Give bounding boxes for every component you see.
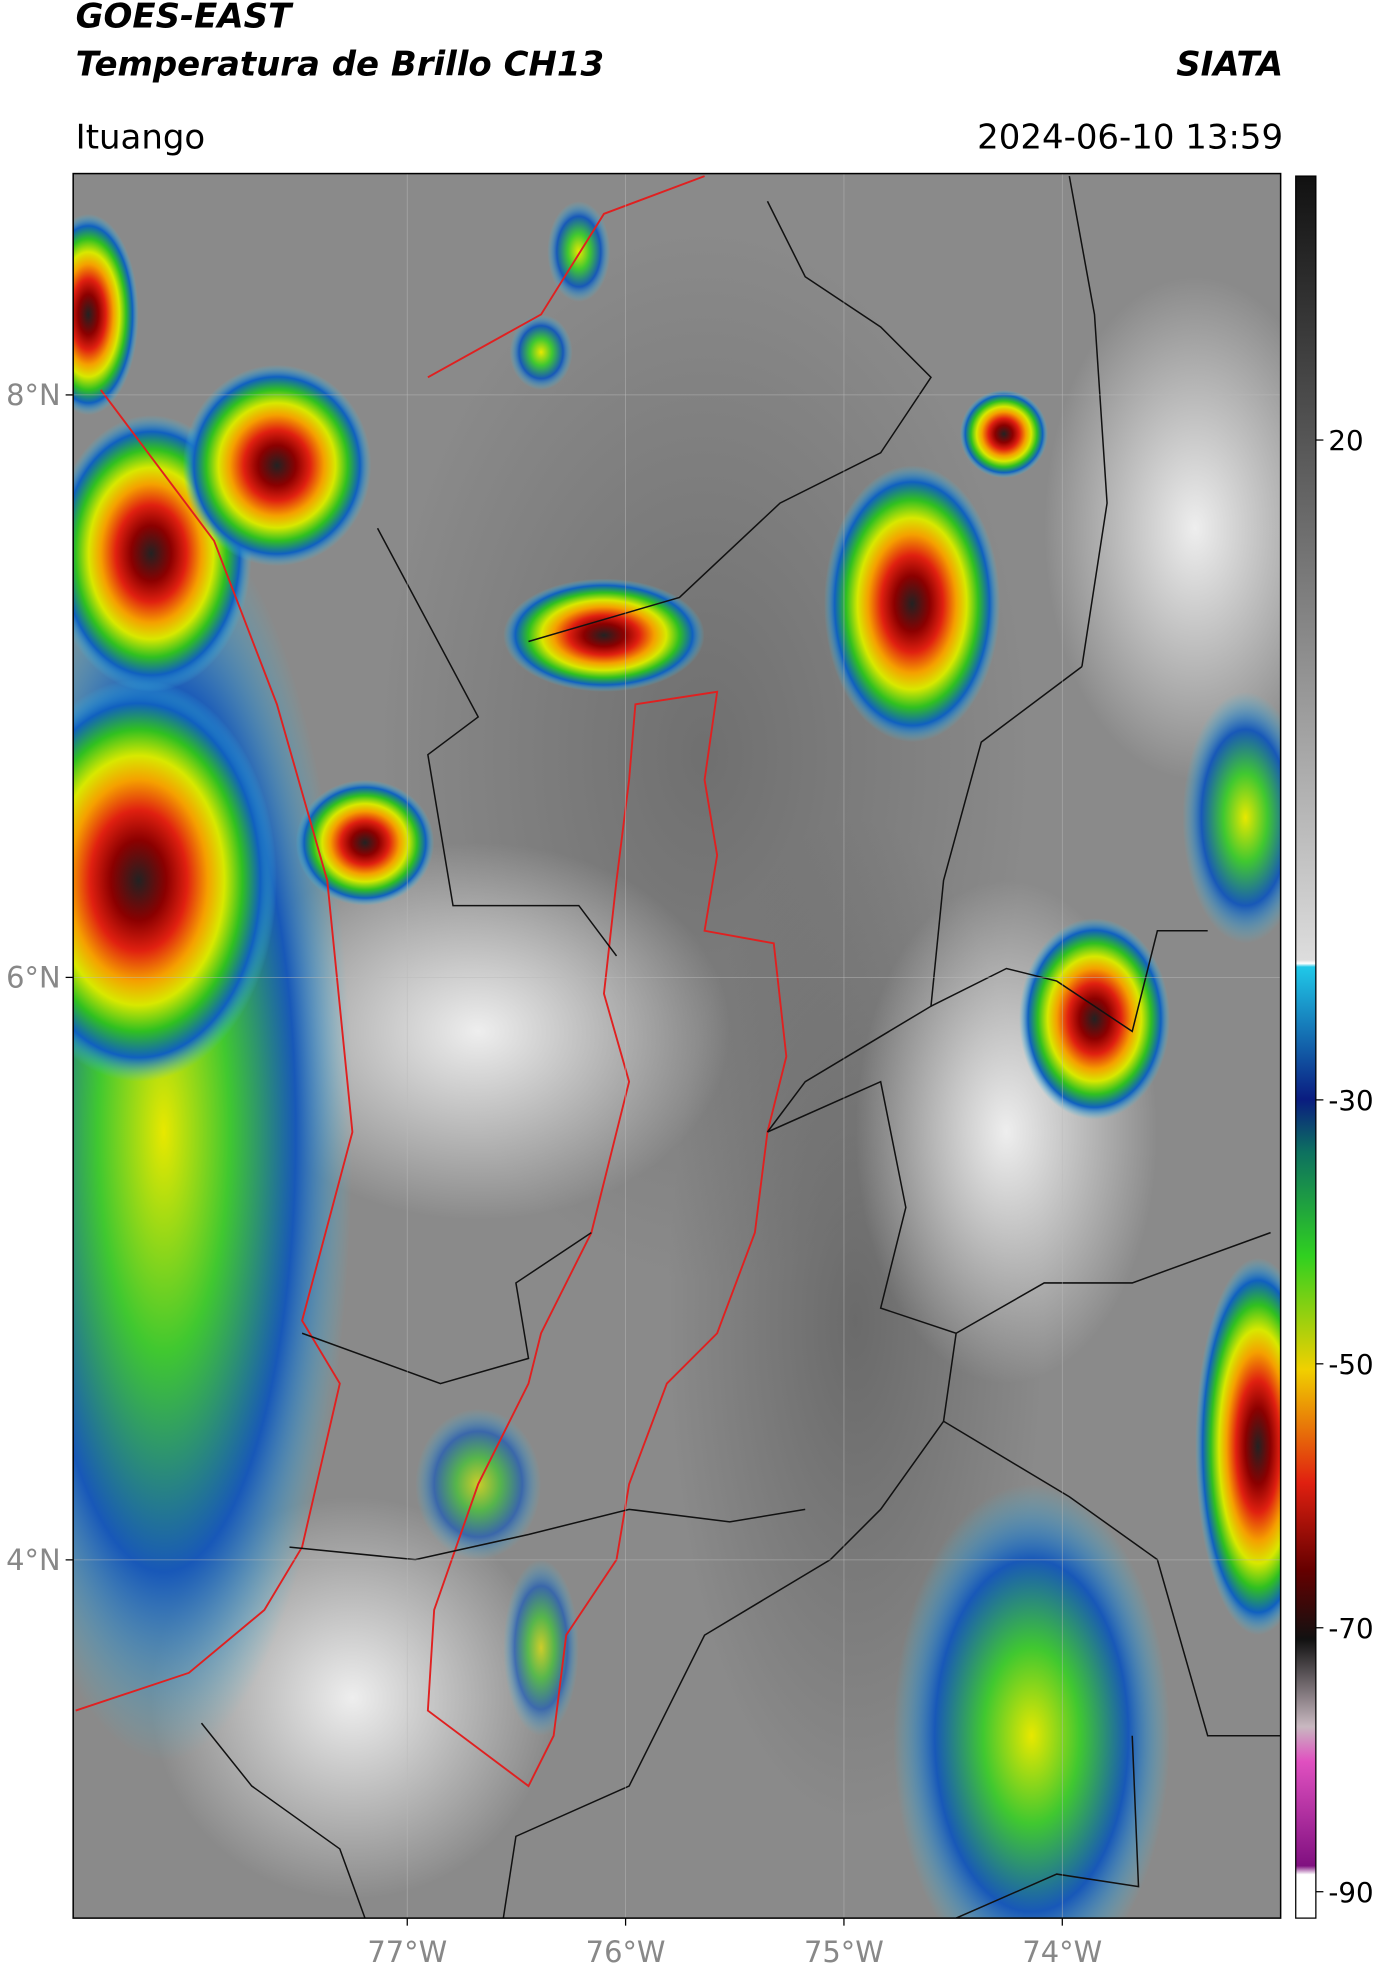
map-frame	[72, 172, 1282, 1919]
border	[766, 666, 1083, 1133]
storm	[503, 1559, 579, 1736]
colorbar-label: 20	[1328, 424, 1363, 457]
cloud	[1044, 276, 1281, 780]
title: GOES-EAST	[76, 0, 294, 37]
colorbar-label: -30	[1328, 1084, 1373, 1117]
border	[376, 527, 618, 957]
storm	[509, 314, 573, 390]
border	[955, 1231, 1271, 1334]
satellite-image	[73, 173, 1281, 1919]
storm	[73, 213, 139, 416]
storm	[295, 779, 435, 906]
lat-label: 4°N	[6, 1543, 60, 1577]
lon-label: 76°W	[586, 1935, 666, 1969]
lon-label: 77°W	[367, 1935, 447, 1969]
lon-label: 74°W	[1022, 1935, 1102, 1969]
region-boundary	[426, 690, 788, 1788]
border	[502, 1080, 957, 1919]
storm	[1182, 691, 1281, 944]
border	[301, 1231, 592, 1385]
border	[930, 930, 1208, 1033]
storm	[824, 465, 1001, 743]
coastline	[75, 389, 354, 1712]
border	[955, 1735, 1140, 1919]
storm	[1195, 1257, 1281, 1636]
region: Ituango	[76, 117, 206, 157]
lon-label: 75°W	[804, 1935, 884, 1969]
colorbar-label: -90	[1328, 1876, 1373, 1909]
storm	[1019, 918, 1170, 1120]
colorbar	[1295, 175, 1317, 1919]
lat-label: 8°N	[6, 378, 60, 412]
subtitle: Temperatura de Brillo CH13	[76, 44, 604, 84]
storm	[73, 679, 277, 1082]
org: SIATA	[1176, 44, 1283, 84]
lat-label: 6°N	[6, 960, 60, 994]
colorbar-label: -70	[1328, 1612, 1373, 1645]
border	[528, 200, 932, 643]
storm	[547, 201, 611, 302]
timestamp: 2024-06-10 13:59	[977, 117, 1283, 157]
storm	[503, 578, 705, 692]
storm	[182, 364, 372, 566]
coastline	[427, 175, 705, 379]
storm	[959, 389, 1048, 478]
colorbar-label: -50	[1328, 1348, 1373, 1381]
border	[200, 1722, 366, 1919]
storm	[893, 1484, 1170, 1919]
graticule	[73, 173, 1281, 1919]
border	[289, 1508, 806, 1561]
border	[1068, 175, 1108, 667]
